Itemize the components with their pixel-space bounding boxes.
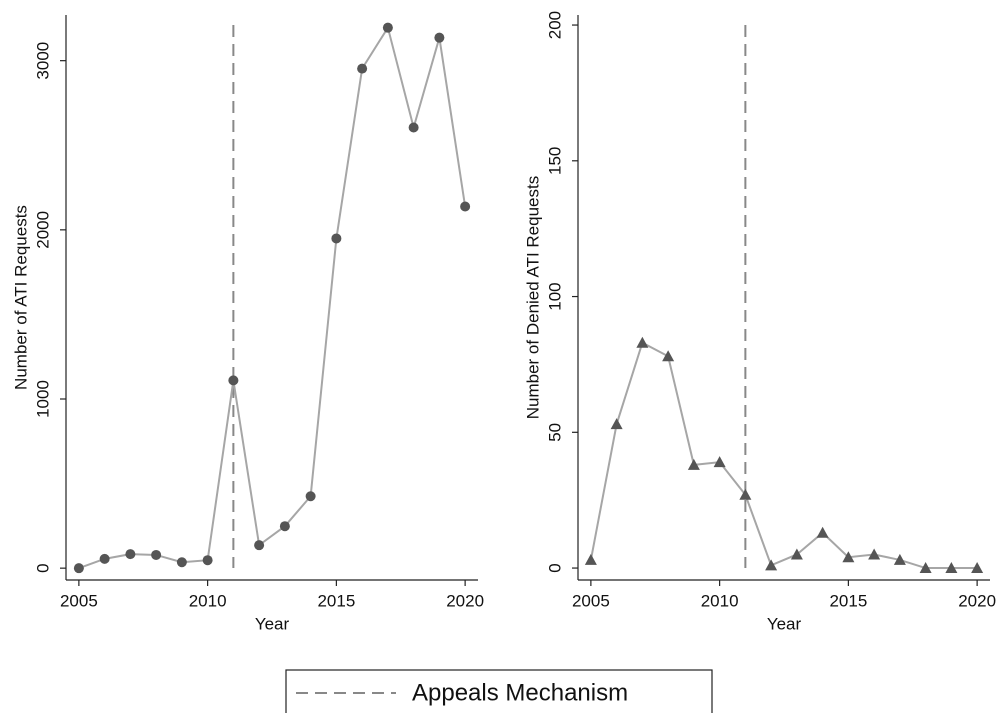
y-tick-label: 150	[545, 147, 564, 175]
marker	[868, 548, 881, 560]
marker	[228, 375, 239, 386]
y-tick-label: 50	[545, 423, 564, 442]
y-tick-label: 3000	[33, 42, 52, 80]
marker	[176, 557, 187, 568]
marker	[331, 233, 342, 244]
x-tick-label: 2015	[829, 591, 867, 610]
legend-label: Appeals Mechanism	[412, 679, 628, 706]
y-axis-label: Number of ATI Requests	[11, 205, 30, 390]
marker	[739, 488, 752, 500]
y-tick-label: 0	[33, 563, 52, 572]
marker	[816, 526, 829, 538]
marker	[357, 63, 368, 74]
marker	[73, 563, 84, 574]
marker	[790, 548, 803, 560]
marker	[842, 551, 855, 563]
marker	[713, 456, 726, 468]
y-tick-label: 200	[545, 11, 564, 39]
data-line	[589, 341, 978, 570]
data-line	[78, 25, 467, 570]
x-tick-label: 2005	[60, 591, 98, 610]
y-tick-label: 2000	[33, 211, 52, 249]
marker	[202, 555, 213, 566]
marker	[919, 562, 932, 574]
marker	[279, 521, 290, 532]
marker	[610, 418, 623, 430]
marker	[305, 491, 316, 502]
marker	[893, 553, 906, 565]
marker	[971, 562, 984, 574]
marker	[945, 562, 958, 574]
x-tick-label: 2020	[958, 591, 996, 610]
marker	[765, 559, 778, 571]
x-tick-label: 2010	[701, 591, 739, 610]
marker	[254, 540, 265, 551]
x-axis-label: Year	[767, 614, 802, 633]
marker	[584, 553, 597, 565]
y-tick-label: 100	[545, 282, 564, 310]
marker	[460, 201, 471, 212]
marker	[382, 22, 393, 33]
marker	[687, 458, 700, 470]
x-axis-label: Year	[255, 614, 290, 633]
marker	[99, 553, 110, 564]
marker	[125, 549, 136, 560]
x-tick-label: 2010	[189, 591, 227, 610]
x-tick-label: 2005	[572, 591, 610, 610]
marker	[408, 122, 419, 133]
x-tick-label: 2015	[317, 591, 355, 610]
marker	[434, 32, 445, 43]
y-axis-label: Number of Denied ATI Requests	[523, 176, 542, 419]
y-tick-label: 0	[545, 563, 564, 572]
marker	[151, 549, 162, 560]
marker	[662, 350, 675, 362]
marker	[636, 336, 649, 348]
y-tick-label: 1000	[33, 380, 52, 418]
x-tick-label: 2020	[446, 591, 484, 610]
